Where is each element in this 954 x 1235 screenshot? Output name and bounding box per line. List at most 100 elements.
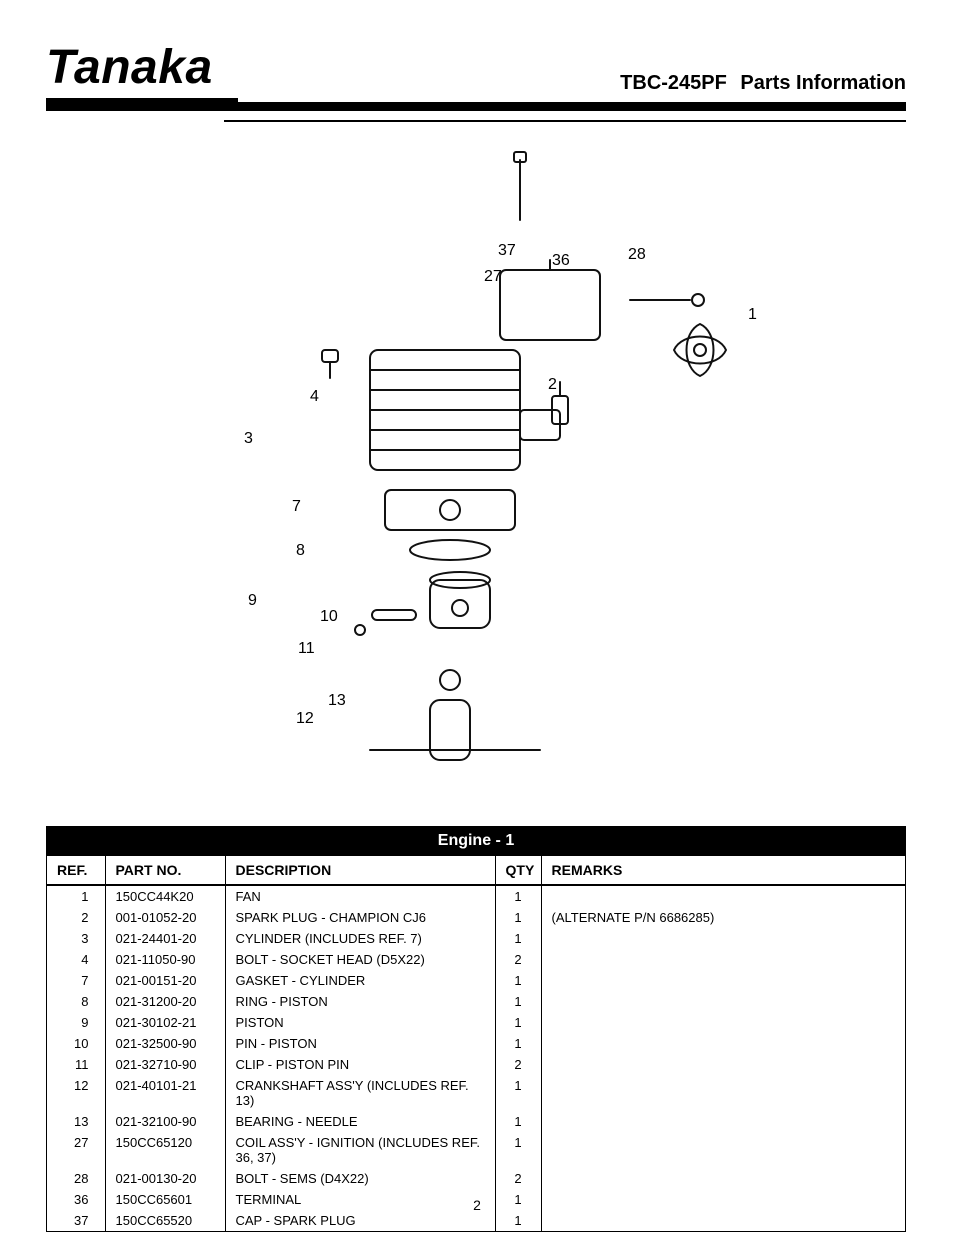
cell-qty: 1: [495, 1210, 541, 1231]
cell-desc: CAP - SPARK PLUG: [225, 1210, 495, 1231]
col-part: PART NO.: [105, 856, 225, 885]
callout-27: 27: [484, 268, 502, 286]
table-row: 7021-00151-20GASKET - CYLINDER1: [47, 970, 905, 991]
col-desc: DESCRIPTION: [225, 856, 495, 885]
col-qty: QTY: [495, 856, 541, 885]
cell-rem: [541, 1210, 905, 1231]
cell-rem: [541, 949, 905, 970]
cell-ref: 10: [47, 1033, 105, 1054]
header-rule-thick: [46, 102, 906, 111]
cell-desc: CRANKSHAFT ASS'Y (INCLUDES REF. 13): [225, 1075, 495, 1111]
cell-qty: 1: [495, 1111, 541, 1132]
cell-desc: PIN - PISTON: [225, 1033, 495, 1054]
table-row: 12021-40101-21CRANKSHAFT ASS'Y (INCLUDES…: [47, 1075, 905, 1111]
table-row: 28021-00130-20BOLT - SEMS (D4X22)2: [47, 1168, 905, 1189]
cell-rem: (ALTERNATE P/N 6686285): [541, 907, 905, 928]
page-number: 2: [0, 1197, 954, 1213]
col-ref: REF.: [47, 856, 105, 885]
cell-ref: 27: [47, 1132, 105, 1168]
cell-desc: SPARK PLUG - CHAMPION CJ6: [225, 907, 495, 928]
callout-8: 8: [296, 542, 305, 560]
cell-part: 150CC65520: [105, 1210, 225, 1231]
exploded-view-diagram: 37 36 27 28 1 2 4 3 7 8 9 10 11 13 12: [200, 150, 780, 810]
parts-table: Engine - 1 REF. PART NO. DESCRIPTION QTY…: [46, 826, 906, 1232]
callout-2: 2: [548, 376, 557, 394]
parts-table-grid: REF. PART NO. DESCRIPTION QTY REMARKS 11…: [47, 856, 905, 1231]
cell-ref: 37: [47, 1210, 105, 1231]
table-row: 4021-11050-90BOLT - SOCKET HEAD (D5X22)2: [47, 949, 905, 970]
cell-rem: [541, 1075, 905, 1111]
callout-28: 28: [628, 246, 646, 264]
callout-3: 3: [244, 430, 253, 448]
cell-part: 021-00151-20: [105, 970, 225, 991]
cell-part: 021-11050-90: [105, 949, 225, 970]
cell-part: 021-32100-90: [105, 1111, 225, 1132]
cell-rem: [541, 1012, 905, 1033]
cell-part: 001-01052-20: [105, 907, 225, 928]
cell-qty: 2: [495, 1168, 541, 1189]
cell-ref: 4: [47, 949, 105, 970]
cell-desc: CLIP - PISTON PIN: [225, 1054, 495, 1075]
cell-qty: 1: [495, 907, 541, 928]
cell-desc: BOLT - SOCKET HEAD (D5X22): [225, 949, 495, 970]
cell-rem: [541, 1111, 905, 1132]
model-number: TBC-245PF: [620, 72, 727, 94]
table-row: 8021-31200-20RING - PISTON1: [47, 991, 905, 1012]
cell-qty: 1: [495, 1132, 541, 1168]
cell-desc: FAN: [225, 885, 495, 907]
cell-desc: BEARING - NEEDLE: [225, 1111, 495, 1132]
cell-ref: 3: [47, 928, 105, 949]
table-row: 1150CC44K20FAN1: [47, 885, 905, 907]
cell-part: 021-40101-21: [105, 1075, 225, 1111]
cell-qty: 2: [495, 1054, 541, 1075]
page-title: TBC-245PF Parts Information: [620, 72, 906, 95]
callout-1: 1: [748, 306, 757, 324]
cell-rem: [541, 1033, 905, 1054]
cell-rem: [541, 1168, 905, 1189]
table-row: 27150CC65120COIL ASS'Y - IGNITION (INCLU…: [47, 1132, 905, 1168]
cell-qty: 1: [495, 928, 541, 949]
callout-13: 13: [328, 692, 346, 710]
cell-ref: 11: [47, 1054, 105, 1075]
cell-qty: 1: [495, 991, 541, 1012]
cell-rem: [541, 1132, 905, 1168]
table-row: 10021-32500-90PIN - PISTON1: [47, 1033, 905, 1054]
cell-ref: 2: [47, 907, 105, 928]
cell-part: 021-32500-90: [105, 1033, 225, 1054]
cell-desc: BOLT - SEMS (D4X22): [225, 1168, 495, 1189]
cell-rem: [541, 1054, 905, 1075]
cell-ref: 12: [47, 1075, 105, 1111]
cell-rem: [541, 970, 905, 991]
callout-11: 11: [298, 640, 315, 658]
callout-4: 4: [310, 388, 319, 406]
cell-ref: 1: [47, 885, 105, 907]
table-row: 3021-24401-20CYLINDER (INCLUDES REF. 7)1: [47, 928, 905, 949]
callout-36: 36: [552, 252, 570, 270]
cell-part: 021-24401-20: [105, 928, 225, 949]
cell-rem: [541, 928, 905, 949]
brand-name: Tanaka: [46, 41, 213, 94]
cell-part: 150CC44K20: [105, 885, 225, 907]
table-row: 9021-30102-21PISTON1: [47, 1012, 905, 1033]
cell-qty: 1: [495, 970, 541, 991]
callout-37: 37: [498, 242, 516, 260]
table-header-row: REF. PART NO. DESCRIPTION QTY REMARKS: [47, 856, 905, 885]
table-row: 13021-32100-90BEARING - NEEDLE1: [47, 1111, 905, 1132]
cell-ref: 8: [47, 991, 105, 1012]
callout-12: 12: [296, 710, 314, 728]
table-row: 2001-01052-20SPARK PLUG - CHAMPION CJ61(…: [47, 907, 905, 928]
cell-ref: 9: [47, 1012, 105, 1033]
cell-part: 021-30102-21: [105, 1012, 225, 1033]
cell-qty: 2: [495, 949, 541, 970]
callout-7: 7: [292, 498, 301, 516]
table-row: 37150CC65520CAP - SPARK PLUG1: [47, 1210, 905, 1231]
cell-part: 021-31200-20: [105, 991, 225, 1012]
cell-desc: PISTON: [225, 1012, 495, 1033]
section-title: Engine - 1: [47, 826, 905, 856]
cell-qty: 1: [495, 1012, 541, 1033]
page-title-text: Parts Information: [740, 72, 906, 94]
callout-10: 10: [320, 608, 338, 626]
cell-ref: 7: [47, 970, 105, 991]
diagram-svg: [200, 150, 780, 810]
cell-ref: 28: [47, 1168, 105, 1189]
